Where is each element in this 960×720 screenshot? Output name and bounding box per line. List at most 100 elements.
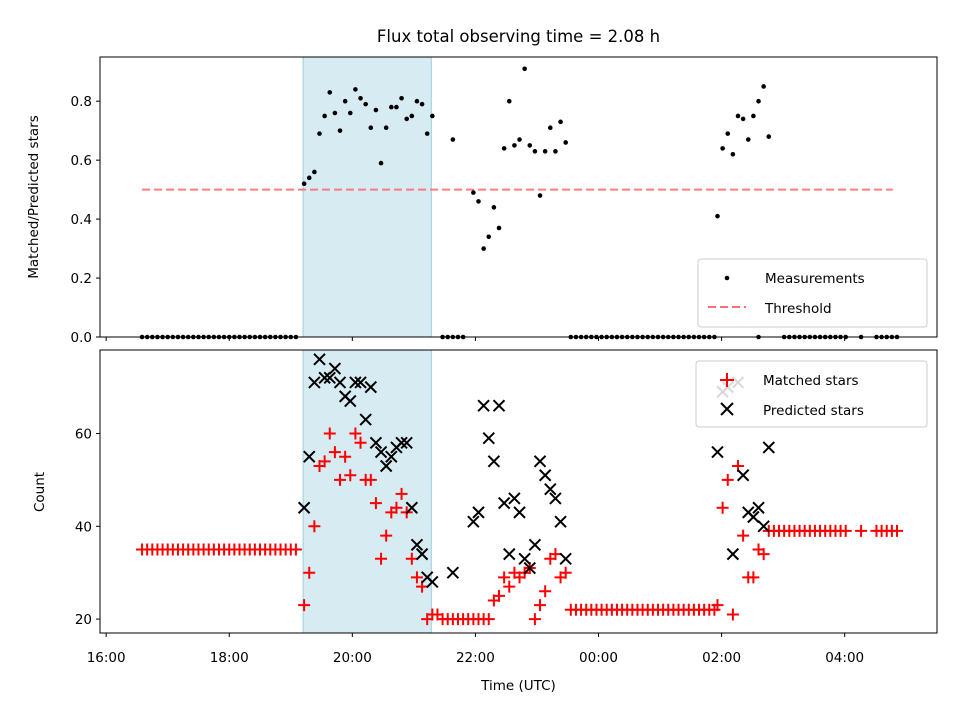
bottom-y-tick-label: 60	[75, 427, 92, 443]
top-observing-span	[302, 56, 432, 338]
measurement-point	[766, 134, 772, 139]
measurement-point	[730, 151, 736, 157]
measurement-point	[424, 131, 430, 136]
top-y-tick-label: 0.8	[71, 94, 92, 110]
matched-star-point	[328, 446, 341, 459]
top-y-axis-label: Matched/Predicted stars	[26, 115, 42, 278]
x-axis-label: Time (UTC)	[480, 678, 556, 694]
measurement-point	[491, 205, 497, 210]
predicted-star-point	[538, 469, 552, 482]
bottom-y-tick-label: 40	[75, 519, 92, 535]
matched-star-point	[503, 580, 516, 593]
measurement-point	[363, 101, 368, 107]
matched-star-point	[498, 571, 511, 584]
matched-star-point	[539, 585, 552, 598]
top-y-tick-label: 0.4	[71, 212, 92, 228]
bottom-legend-frame	[695, 360, 928, 428]
measurement-point	[373, 107, 379, 113]
matched-star-point	[410, 571, 423, 584]
matched-star-point	[395, 487, 408, 500]
x-tick-label: 04:00	[825, 650, 864, 666]
measurement-point	[389, 104, 394, 110]
x-tick-label: 18:00	[210, 650, 249, 666]
measurement-point	[537, 193, 543, 198]
matched-star-point	[308, 520, 321, 533]
legend-measurements-label: Measurements	[765, 271, 865, 287]
measurement-point	[745, 137, 751, 142]
measurement-point	[486, 234, 492, 240]
predicted-star-point	[544, 482, 557, 496]
predicted-star-point	[497, 496, 511, 510]
measurement-point	[327, 90, 333, 95]
x-tick-label: 02:00	[702, 650, 741, 666]
legend-threshold-label: Threshold	[764, 301, 832, 317]
measurement-point	[399, 95, 404, 101]
top-legend: Measurements Threshold	[697, 258, 928, 328]
predicted-star-point	[736, 469, 750, 482]
legend-measurements-marker	[724, 275, 730, 281]
predicted-stars-points	[297, 353, 775, 589]
predicted-star-point	[487, 455, 501, 468]
top-panel-frame	[99, 56, 938, 338]
measurement-point	[496, 225, 502, 231]
predicted-star-point	[297, 501, 311, 514]
measurement-point	[337, 128, 343, 133]
matched-star-point	[334, 473, 347, 486]
measurement-point	[735, 113, 741, 119]
matched-star-point	[747, 571, 760, 584]
predicted-star-point	[711, 445, 724, 459]
predicted-star-point	[364, 380, 378, 394]
measurement-point	[306, 175, 312, 181]
predicted-star-point	[467, 515, 480, 528]
top-y-tick-label: 0.2	[71, 271, 92, 287]
measurement-point	[414, 98, 420, 104]
measurement-point	[368, 125, 374, 131]
measurement-point	[347, 110, 353, 116]
matched-star-point	[390, 501, 403, 514]
predicted-star-point	[395, 436, 408, 449]
predicted-star-point	[549, 492, 562, 505]
predicted-star-point	[303, 450, 316, 463]
measurement-point	[527, 143, 533, 148]
measurement-point	[563, 140, 568, 145]
matched-star-point	[839, 524, 852, 537]
measurement-point	[542, 149, 548, 154]
measurement-point	[756, 98, 761, 104]
legend-matched-marker	[720, 373, 734, 387]
bottom-x-ticks: 16:00 18:00 20:00 22:00 00:00 02:00 04:00	[87, 633, 864, 666]
legend-predicted-marker	[720, 402, 734, 416]
predicted-star-point	[726, 547, 740, 561]
matched-star-point	[431, 608, 444, 621]
x-tick-label: 16:00	[87, 650, 126, 666]
measurement-point	[512, 143, 517, 148]
x-tick-label: 00:00	[579, 650, 618, 666]
measurement-point	[471, 190, 476, 195]
predicted-star-point	[533, 455, 547, 468]
predicted-star-point	[349, 376, 362, 389]
predicted-star-point	[492, 399, 506, 412]
predicted-star-point	[508, 492, 521, 505]
top-y-tick-label: 0.6	[71, 153, 92, 169]
predicted-star-point	[313, 353, 326, 366]
predicted-star-point	[472, 506, 485, 519]
measurement-point	[419, 101, 425, 107]
bottom-panel: 20 40 60 16:00 18:00 20:00 22:00 00:00 02:00 04:…	[32, 349, 938, 694]
predicted-star-point	[523, 561, 536, 575]
predicted-star-point	[752, 501, 765, 514]
measurement-point	[322, 113, 327, 119]
measurement-point	[317, 131, 322, 136]
matched-star-point	[318, 455, 331, 468]
predicted-star-point	[482, 431, 495, 445]
predicted-star-point	[344, 394, 357, 408]
matched-star-point	[349, 427, 362, 440]
predicted-star-point	[762, 441, 775, 454]
matched-star-point	[855, 524, 868, 537]
bottom-observing-span	[302, 349, 432, 634]
measurement-point	[358, 95, 363, 101]
predicted-star-point	[747, 510, 760, 524]
matched-star-point	[711, 599, 724, 612]
predicted-star-point	[503, 547, 516, 561]
measurement-point	[383, 125, 389, 131]
predicted-star-point	[400, 436, 413, 449]
legend-predicted-label: Predicted stars	[763, 403, 864, 419]
